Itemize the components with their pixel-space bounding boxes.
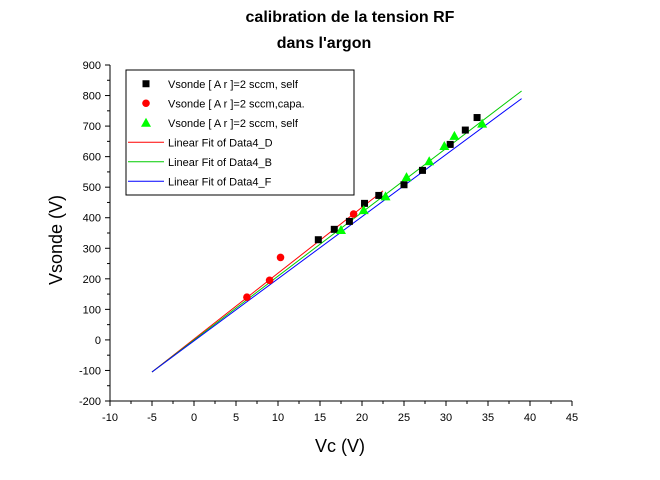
legend-label-2: Vsonde [ A r ]=2 sccm,capa. — [168, 98, 305, 110]
fit-line-6 — [151, 98, 522, 373]
y-tick-label: -200 — [79, 396, 101, 408]
legend-marker-1 — [142, 80, 150, 88]
y-tick-label: 200 — [83, 274, 101, 286]
data-point-3 — [401, 172, 412, 182]
y-tick-label: 700 — [83, 121, 101, 133]
x-tick-label: 20 — [356, 412, 368, 424]
data-point-2 — [265, 276, 274, 285]
y-tick-label: 900 — [83, 60, 101, 72]
data-point-1 — [461, 126, 469, 134]
data-point-1 — [375, 191, 383, 199]
legend-label-4: Linear Fit of Data4_D — [168, 137, 273, 149]
x-tick-label: 10 — [272, 412, 284, 424]
data-point-3 — [380, 191, 391, 201]
y-tick-label: 500 — [83, 182, 101, 194]
legend-marker-3 — [141, 117, 151, 127]
x-tick-label: 15 — [314, 412, 326, 424]
y-tick-label: 0 — [95, 335, 101, 347]
legend-label-6: Linear Fit of Data4_F — [168, 176, 272, 188]
data-point-1 — [473, 114, 481, 122]
x-tick-label: 25 — [398, 412, 410, 424]
x-tick-label: -5 — [147, 412, 157, 424]
x-tick-label: -10 — [102, 412, 118, 424]
data-point-1 — [345, 217, 353, 225]
data-point-2 — [243, 293, 251, 301]
data-point-1 — [314, 236, 322, 244]
y-tick-label: 800 — [83, 91, 101, 103]
data-point-1 — [418, 166, 426, 174]
y-tick-label: 400 — [83, 213, 101, 225]
legend-marker-2 — [142, 99, 150, 108]
x-tick-label: 0 — [191, 412, 197, 424]
data-point-3 — [439, 140, 450, 150]
data-point-3 — [424, 156, 435, 166]
data-point-3 — [477, 118, 488, 128]
data-point-2 — [349, 210, 358, 218]
x-tick-label: 45 — [566, 412, 578, 424]
data-point-3 — [449, 130, 460, 140]
data-point-1 — [361, 199, 369, 207]
x-axis-label: Vc (V) — [315, 436, 365, 456]
y-tick-label: 600 — [83, 152, 101, 164]
legend-label-5: Linear Fit of Data4_B — [168, 157, 272, 169]
data-point-1 — [330, 225, 338, 233]
data-point-1 — [400, 181, 408, 189]
legend-label-3: Vsonde [ A r ]=2 sccm, self — [168, 118, 299, 130]
y-axis-label: Vsonde (V) — [46, 195, 66, 285]
x-tick-label: 40 — [524, 412, 536, 424]
y-tick-label: 100 — [83, 304, 101, 316]
chart-title-line-2: dans l'argon — [277, 35, 371, 52]
chart-title-line-1: calibration de la tension RF — [246, 9, 455, 26]
x-tick-label: 35 — [482, 412, 494, 424]
data-point-3 — [336, 224, 346, 234]
legend-box — [125, 69, 355, 196]
y-tick-label: 300 — [83, 243, 101, 255]
data-point-1 — [446, 140, 454, 148]
data-point-2 — [276, 253, 285, 262]
y-tick-label: -100 — [79, 365, 101, 377]
legend-label-1: Vsonde [ A r ]=2 sccm, self — [168, 79, 299, 91]
data-point-3 — [358, 205, 369, 215]
x-tick-label: 30 — [440, 412, 452, 424]
x-tick-label: 5 — [233, 412, 239, 424]
